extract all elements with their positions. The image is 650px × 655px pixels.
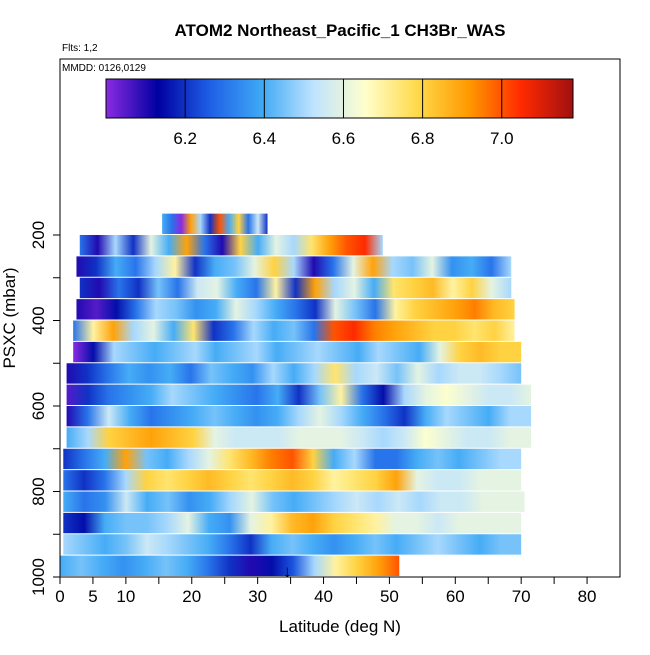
pressure-band (63, 491, 525, 512)
curtain-bands (60, 213, 532, 577)
x-tick-label: 10 (116, 587, 135, 606)
x-axis-label: Latitude (deg N) (279, 617, 401, 636)
pressure-band (66, 363, 522, 384)
plot-frame (59, 58, 621, 578)
pressure-band (63, 448, 522, 470)
pressure-band (79, 235, 383, 256)
pressure-band (79, 277, 512, 299)
x-tick-label: 40 (314, 587, 333, 606)
x-tick-label: 5 (88, 587, 97, 606)
y-axis: 200 400 600 800 1000 (29, 221, 60, 596)
pressure-band (63, 512, 522, 534)
colorbar-ramp (105, 78, 574, 119)
x-tick-label: 0 (55, 587, 64, 606)
x-tick-label: 60 (446, 587, 465, 606)
x-axis: 0 5 10 20 30 40 50 60 70 80 (55, 577, 597, 606)
y-tick-label: 600 (29, 392, 48, 420)
pressure-band (76, 256, 512, 277)
colorbar-tick-label: 7.0 (490, 129, 514, 148)
x-tick-label: 50 (380, 587, 399, 606)
x-tick-label: 80 (578, 587, 597, 606)
x-tick-label: 70 (512, 587, 531, 606)
pressure-band (60, 555, 400, 577)
pressure-band (63, 534, 522, 555)
pressure-band (73, 341, 522, 363)
x-tick-label: 30 (248, 587, 267, 606)
y-tick-label: 800 (29, 477, 48, 505)
flights-label: Flts: 1,2 (62, 43, 98, 54)
colorbar-tick-label: 6.4 (252, 129, 276, 148)
y-tick-label: 200 (29, 221, 48, 249)
pressure-band (73, 320, 515, 341)
pressure-band (66, 427, 532, 448)
y-tick-label: 400 (29, 306, 48, 334)
dates-label: MMDD: 0126,0129 (62, 63, 146, 74)
colorbar: 6.2 6.4 6.6 6.8 7.0 (105, 78, 574, 148)
y-axis-label: PSXC (mbar) (0, 267, 19, 368)
pressure-band (162, 213, 268, 235)
latitude-marker-arrow: ↓ (283, 562, 292, 581)
colorbar-tick-label: 6.6 (332, 129, 356, 148)
chart-title: ATOM2 Northeast_Pacific_1 CH3Br_WAS (175, 21, 506, 40)
y-tick-label: 1000 (29, 558, 48, 596)
pressure-band (66, 384, 532, 406)
pressure-band (76, 299, 515, 320)
colorbar-tick-label: 6.2 (173, 129, 197, 148)
colorbar-tick-label: 6.8 (411, 129, 435, 148)
x-tick-label: 20 (182, 587, 201, 606)
pressure-band (63, 470, 522, 491)
pressure-band (66, 406, 532, 427)
